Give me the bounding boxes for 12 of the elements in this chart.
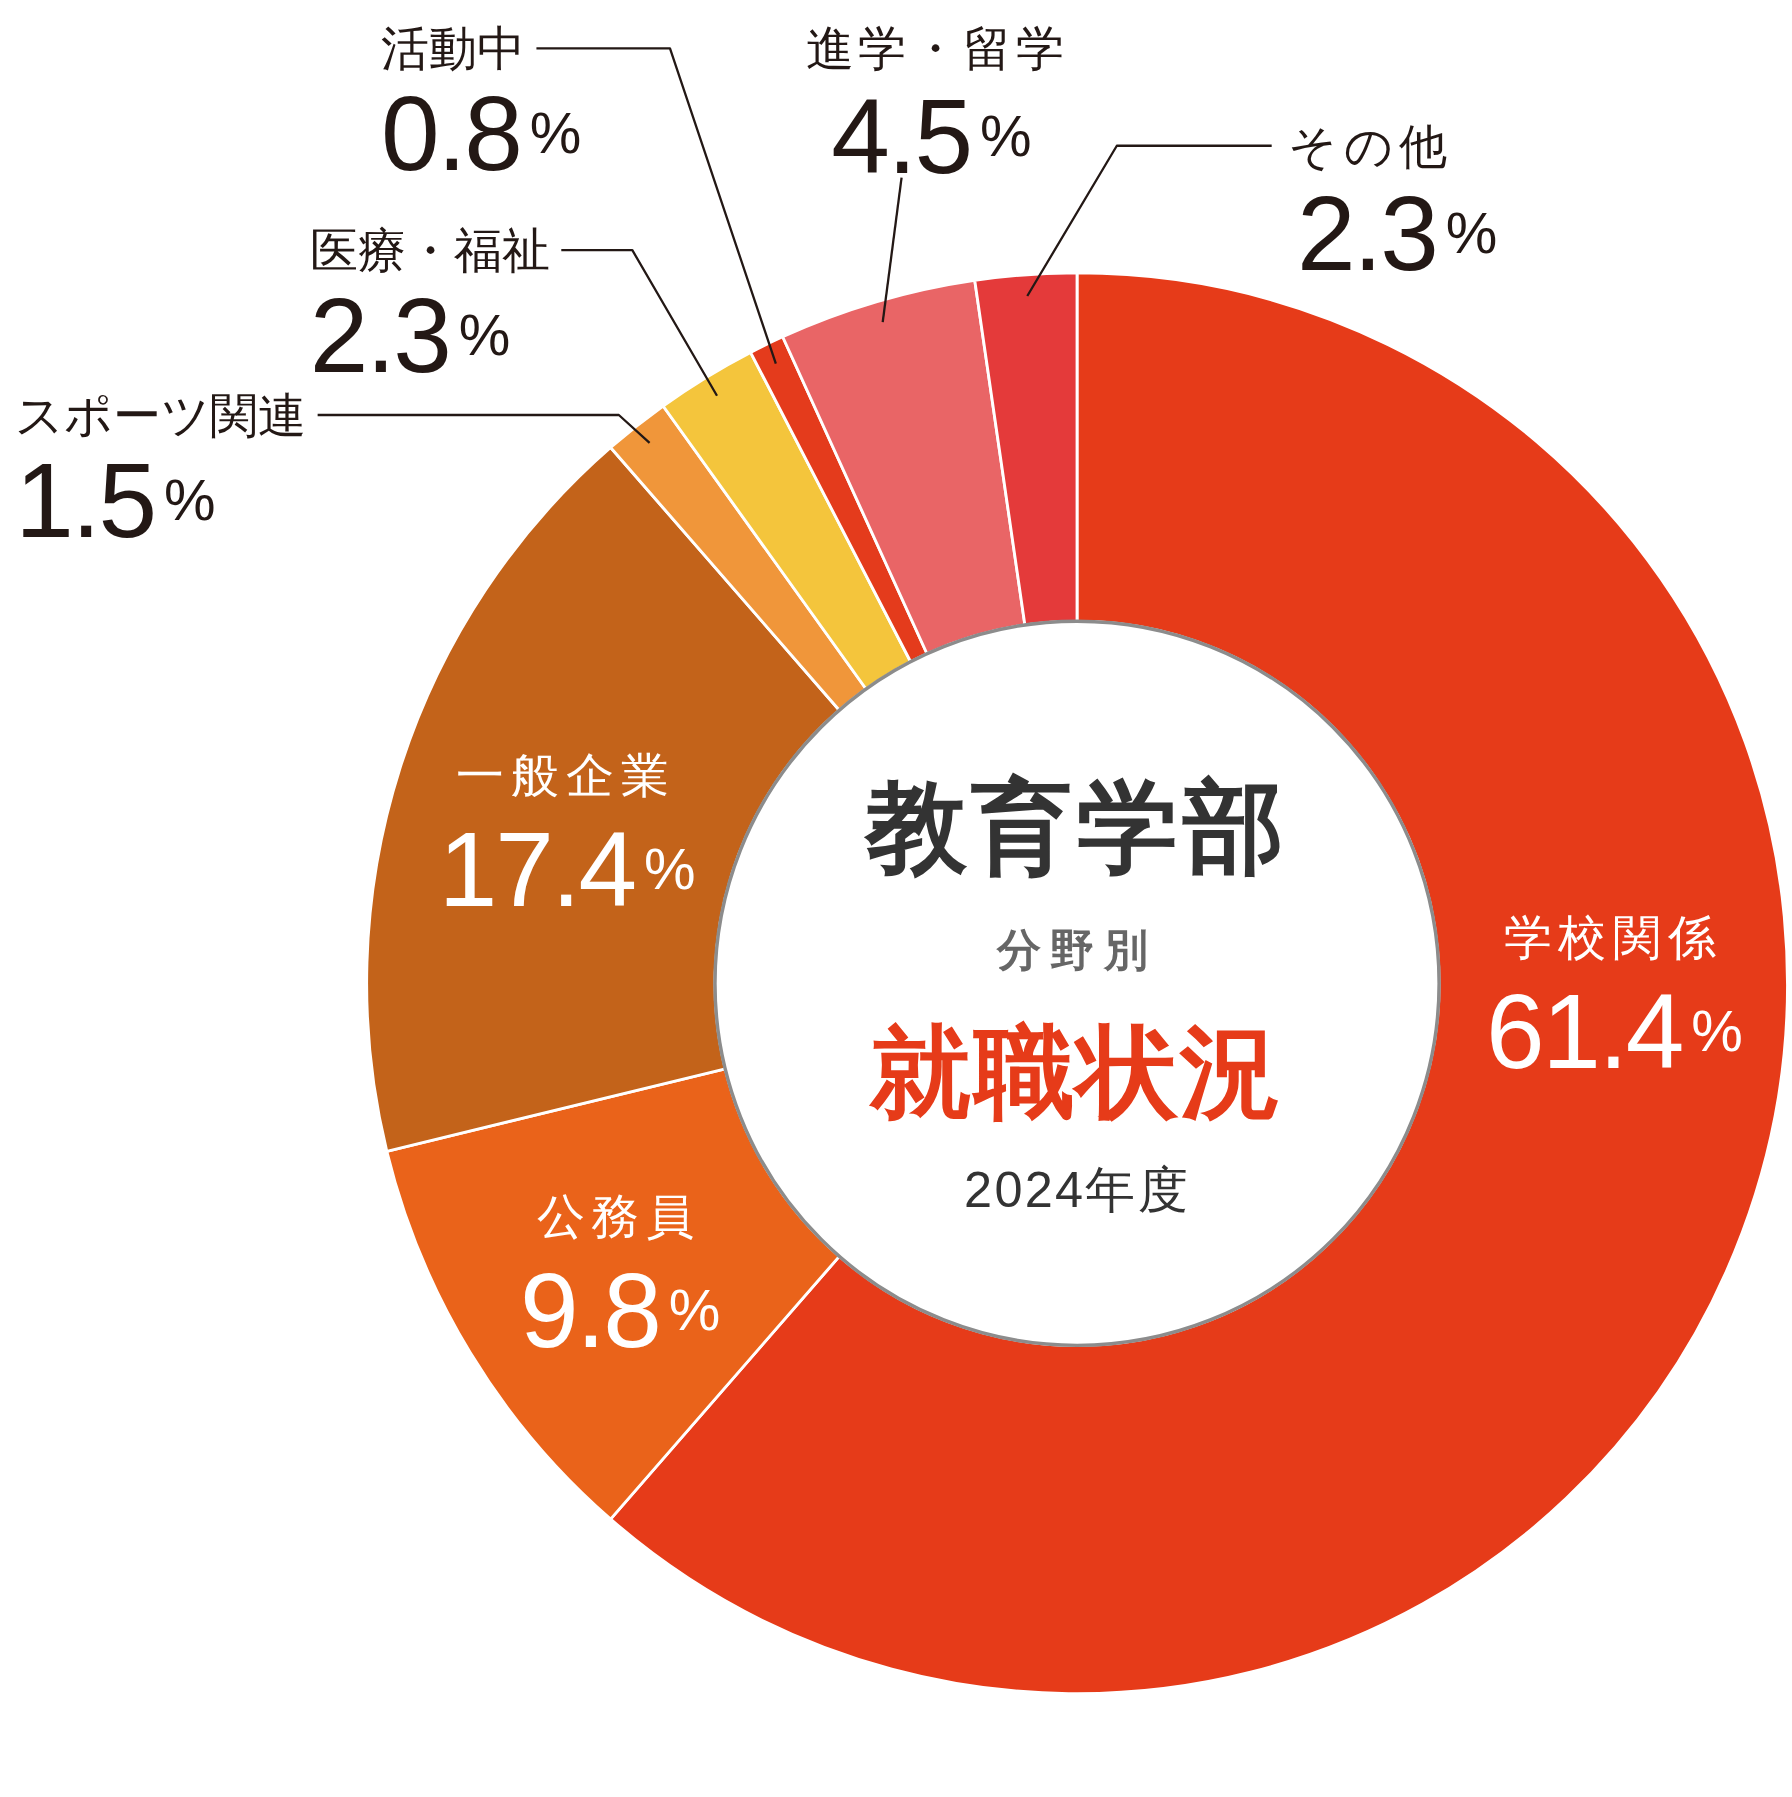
data-label: 0.8%	[380, 74, 580, 192]
text: 教育学部	[862, 771, 1289, 884]
slice-label: その他	[1287, 118, 1455, 173]
text: 分野別	[996, 926, 1157, 975]
slice-label: 医療・福祉	[309, 223, 550, 278]
slice-label: スポーツ関連	[15, 387, 307, 442]
text: 就職状況	[868, 1015, 1284, 1128]
slice-label: 活動中	[380, 21, 525, 76]
data-label: 2.3%	[1296, 174, 1496, 292]
data-label: 1.5%	[15, 441, 214, 559]
slice-label: 進学・留学	[805, 21, 1069, 76]
text: 2024年度	[964, 1161, 1190, 1219]
